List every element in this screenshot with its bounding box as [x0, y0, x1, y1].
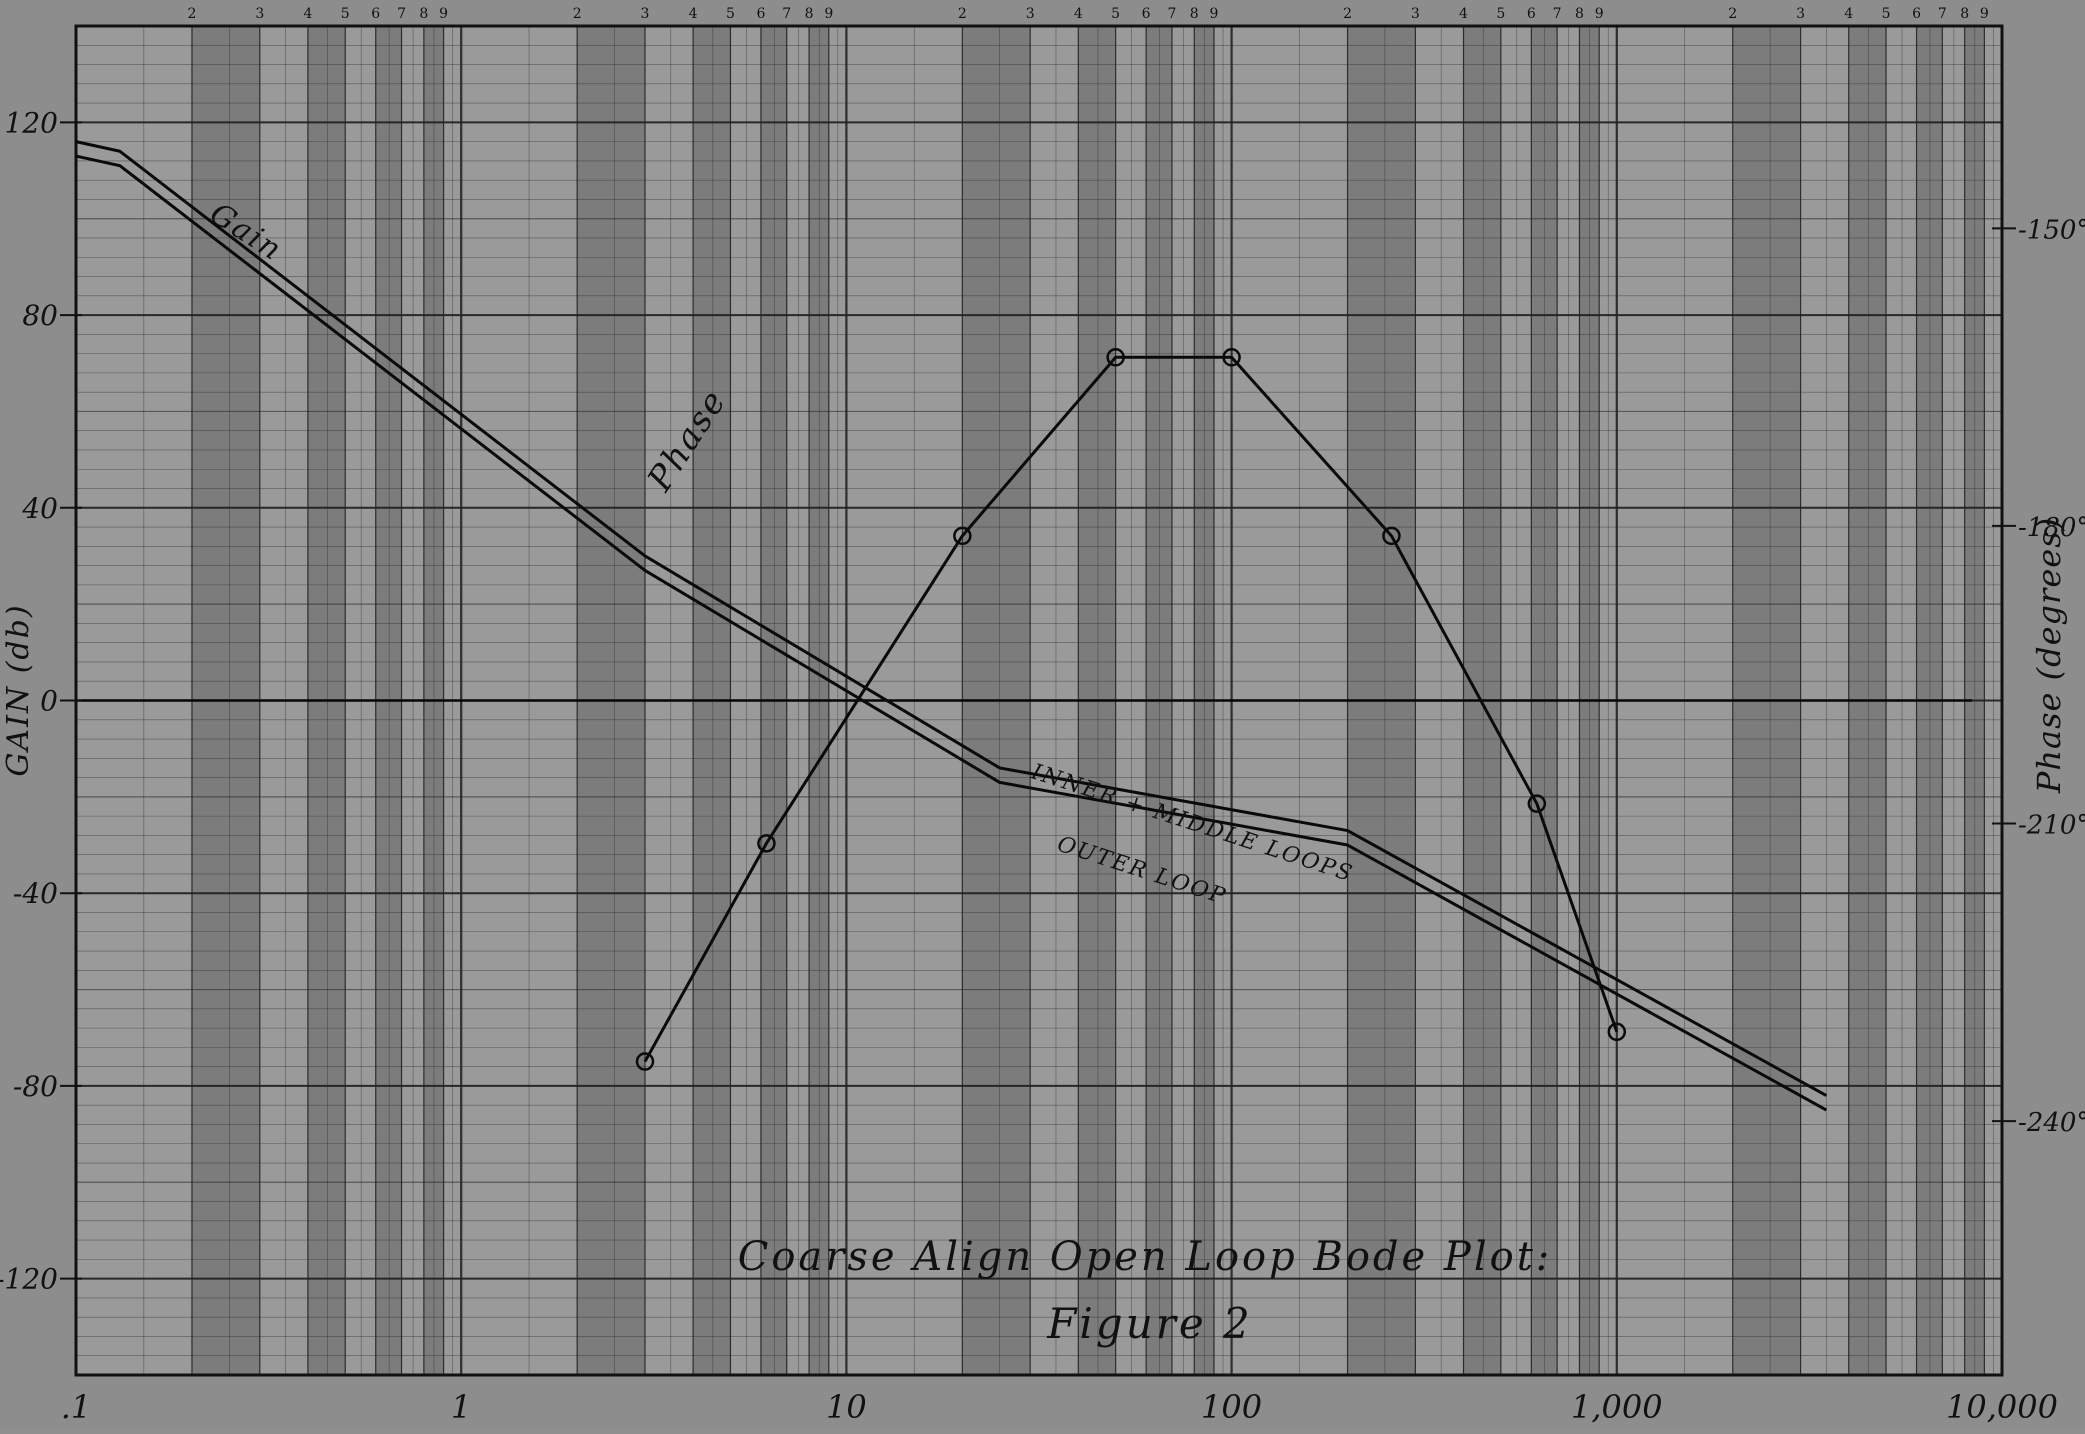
top-cycle-digit: 6 — [1142, 6, 1151, 22]
series-line-inner-middle-loops — [75, 140, 1828, 1097]
phase-point — [1106, 348, 1125, 367]
y2-tick-label: -240° — [2018, 1108, 2085, 1138]
top-cycle-digit: 4 — [689, 6, 698, 22]
top-cycle-digit: 3 — [641, 6, 650, 22]
top-cycle-digit: 3 — [1796, 6, 1805, 22]
phase-point — [757, 834, 776, 853]
chart-title: Coarse Align Open Loop Bode Plot: — [738, 1234, 1553, 1280]
top-cycle-digit: 5 — [341, 6, 350, 22]
top-cycle-digit: 4 — [1074, 6, 1083, 22]
top-cycle-digit: 8 — [1575, 6, 1584, 22]
x-tick-label: 1 — [451, 1388, 471, 1426]
y-tick-label: 80 — [22, 299, 58, 332]
y2-axis-label: Phase (degrees) — [2030, 517, 2068, 794]
top-cycle-digit: 3 — [1411, 6, 1420, 22]
x-tick-label: 10,000 — [1946, 1388, 2058, 1426]
top-cycle-digit: 4 — [1459, 6, 1468, 22]
x-tick-label: .1 — [61, 1388, 92, 1426]
y-tick-label: 0 — [40, 685, 58, 718]
top-cycle-digit: 7 — [1167, 6, 1176, 22]
y-tick-label: 40 — [21, 492, 58, 525]
phase-point — [953, 526, 972, 546]
y-axis-tick-labels: 120 80 40 0 -40 -80 -120 — [0, 106, 82, 1296]
y2-tick-label: -150° — [2018, 215, 2085, 245]
top-cycle-digit: 2 — [187, 6, 196, 22]
x-axis-tick-labels: .1 1 10 100 1,000 10,000 — [61, 1388, 2058, 1426]
top-cycle-digit: 6 — [1527, 6, 1536, 22]
top-cycle-digit: 9 — [1210, 6, 1219, 22]
x-tick-label: 100 — [1201, 1388, 1262, 1426]
top-cycle-digit: 2 — [1343, 6, 1352, 22]
y2-tick-label: -210° — [2018, 810, 2085, 840]
top-cycle-digit: 5 — [1111, 6, 1120, 22]
top-cycle-digit: 8 — [1960, 6, 1969, 22]
phase-point — [1222, 348, 1241, 367]
top-cycle-digit: 7 — [1553, 6, 1562, 22]
phase-point — [1527, 794, 1547, 813]
chart-subtitle: Figure 2 — [1046, 1299, 1253, 1348]
top-cycle-digit: 8 — [419, 6, 428, 22]
top-cycle-digit: 8 — [1190, 6, 1199, 22]
y2-tick-label: -180° — [2018, 513, 2085, 543]
top-cycle-digit: 4 — [1844, 6, 1853, 22]
top-cycle-digit: 6 — [1912, 6, 1921, 22]
top-cycle-digit: 9 — [439, 6, 448, 22]
top-cycle-digit: 3 — [255, 6, 264, 22]
y-tick-label: 120 — [5, 106, 58, 139]
top-cycle-digit: 6 — [371, 6, 380, 22]
x-tick-label: 10 — [826, 1388, 867, 1426]
top-cycle-digit: 5 — [1882, 6, 1891, 22]
x-tick-label: 1,000 — [1571, 1388, 1663, 1426]
top-cycle-digit: 7 — [782, 6, 791, 22]
top-cycle-digit: 9 — [1595, 6, 1604, 22]
top-cycle-digit: 3 — [1026, 6, 1035, 22]
series-line-outer-loop — [75, 154, 1828, 1112]
top-cycle-digit: 7 — [1938, 6, 1947, 22]
series-line-phase — [643, 355, 1619, 1063]
top-cycle-digit: 2 — [1728, 6, 1737, 22]
series-layer — [75, 140, 1828, 1112]
y-axis-label: GAIN (db) — [1, 603, 36, 776]
phase-point — [635, 1052, 655, 1071]
phase-point — [1607, 1022, 1627, 1042]
top-cycle-digit: 4 — [303, 6, 312, 22]
top-cycle-digit: 9 — [1980, 6, 1989, 22]
y-tick-label: -80 — [13, 1070, 58, 1103]
top-cycle-digit: 6 — [756, 6, 765, 22]
y2-axis-tick-labels: -150° -180° -210° -240° — [1992, 215, 2085, 1138]
top-cycle-digit: 2 — [573, 6, 582, 22]
top-cycle-digit: 5 — [1496, 6, 1505, 22]
top-cycle-digit: 2 — [958, 6, 967, 22]
top-cycle-digit: 9 — [824, 6, 833, 22]
top-cycle-digit: 5 — [726, 6, 735, 22]
phase-point — [1382, 526, 1401, 546]
y-tick-label: -40 — [13, 877, 58, 910]
top-cycle-digit: 7 — [397, 6, 406, 22]
y-tick-label: -120 — [0, 1263, 58, 1296]
top-cycle-digit: 8 — [805, 6, 814, 22]
